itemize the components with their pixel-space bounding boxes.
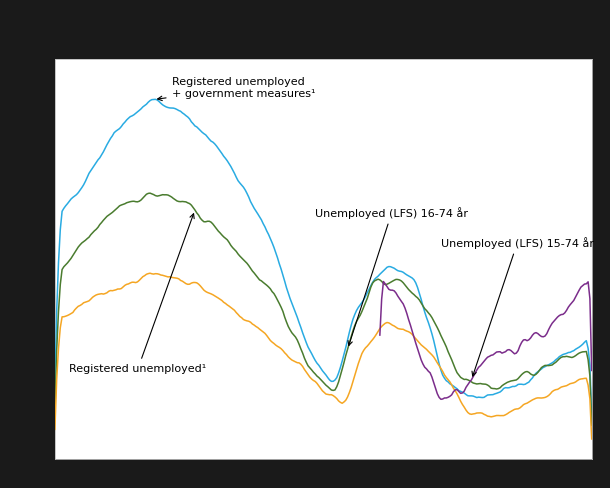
- Text: Unemployed (LFS) 15-74 år: Unemployed (LFS) 15-74 år: [441, 237, 594, 376]
- Text: Unemployed (LFS) 16-74 år: Unemployed (LFS) 16-74 år: [315, 207, 468, 346]
- Text: Registered unemployed¹: Registered unemployed¹: [70, 214, 207, 374]
- Text: Registered unemployed
+ government measures¹: Registered unemployed + government measu…: [157, 77, 315, 101]
